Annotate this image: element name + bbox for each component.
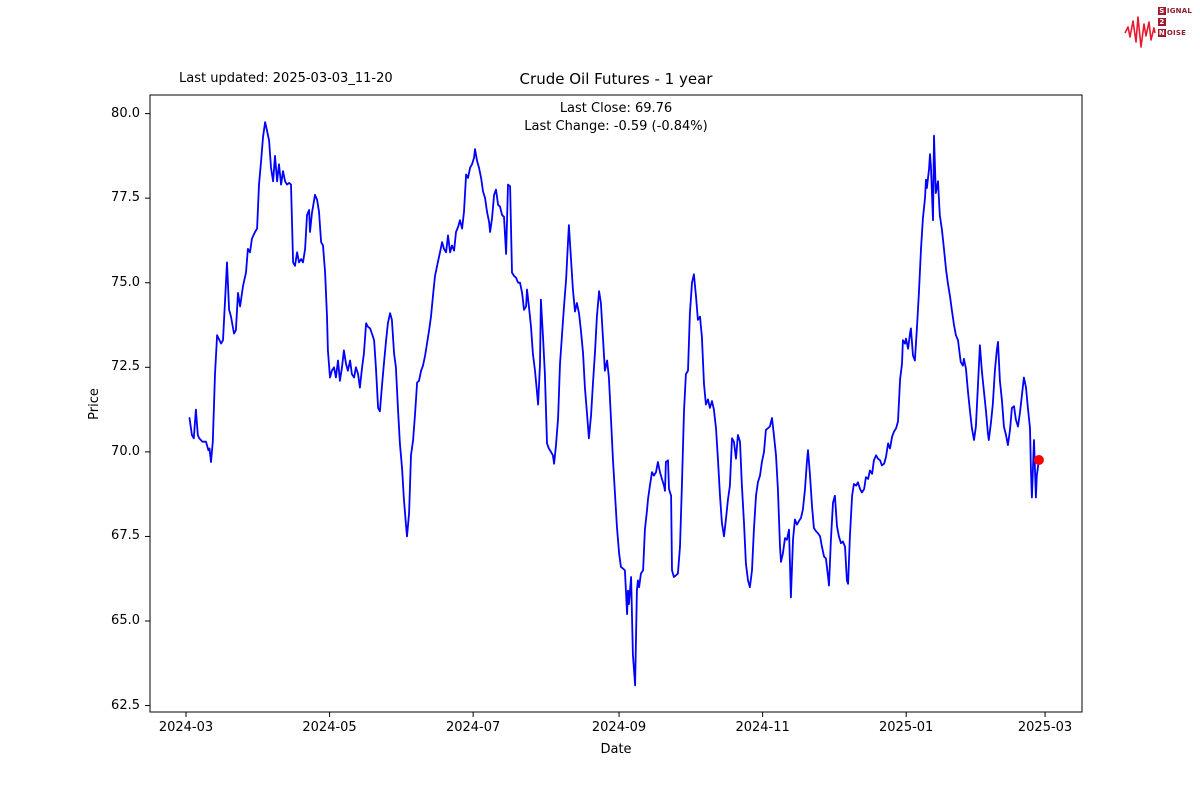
axes-frame — [149, 94, 1083, 713]
x-axis-label: Date — [600, 742, 632, 757]
last-close-marker — [1033, 454, 1044, 465]
last-updated-text: Last updated: 2025-03-03_11-20 — [179, 71, 393, 86]
logo-line-2: 2 — [1157, 18, 1192, 26]
logo-line-noise: N OISE — [1157, 29, 1192, 37]
last-change-line: Last Change: -0.59 (-0.84%) — [524, 119, 708, 134]
logo-text: S IGNAL 2 N OISE — [1157, 7, 1192, 37]
signal2noise-logo: S IGNAL 2 N OISE — [1124, 4, 1192, 49]
last-close-annotation: Last Close: 69.76 Last Change: -0.59 (-0… — [524, 100, 707, 136]
x-tick-label: 2024-05 — [302, 720, 357, 735]
waveform-icon — [1124, 16, 1156, 48]
y-tick-label: 70.0 — [111, 443, 140, 459]
x-tick-label: 2025-03 — [1017, 720, 1073, 735]
x-tick-label: 2024-11 — [735, 720, 790, 735]
x-tick-label: 2024-03 — [158, 720, 214, 735]
y-tick-label: 72.5 — [111, 359, 140, 375]
x-tick-label: 2024-07 — [445, 720, 501, 735]
x-tick-label: 2025-01 — [879, 720, 934, 735]
chart-title: Crude Oil Futures - 1 year — [519, 70, 713, 88]
logo-noise-rest: OISE — [1166, 29, 1187, 37]
x-tick-label: 2024-09 — [591, 720, 647, 735]
last-close-line: Last Close: 69.76 — [559, 101, 673, 116]
y-tick-label: 65.0 — [111, 613, 140, 628]
y-tick-label: 80.0 — [111, 105, 140, 121]
y-tick-label: 62.5 — [111, 697, 140, 713]
price-line — [188, 121, 1040, 687]
y-tick-label: 77.5 — [111, 190, 140, 206]
logo-box-n: N — [1157, 29, 1166, 37]
logo-box-2: 2 — [1157, 18, 1166, 26]
y-tick-label: 75.0 — [111, 274, 140, 290]
logo-line-signal: S IGNAL — [1157, 7, 1192, 15]
y-tick-label: 67.5 — [111, 528, 140, 544]
logo-box-s: S — [1157, 7, 1166, 15]
logo-signal-rest: IGNAL — [1166, 7, 1192, 15]
